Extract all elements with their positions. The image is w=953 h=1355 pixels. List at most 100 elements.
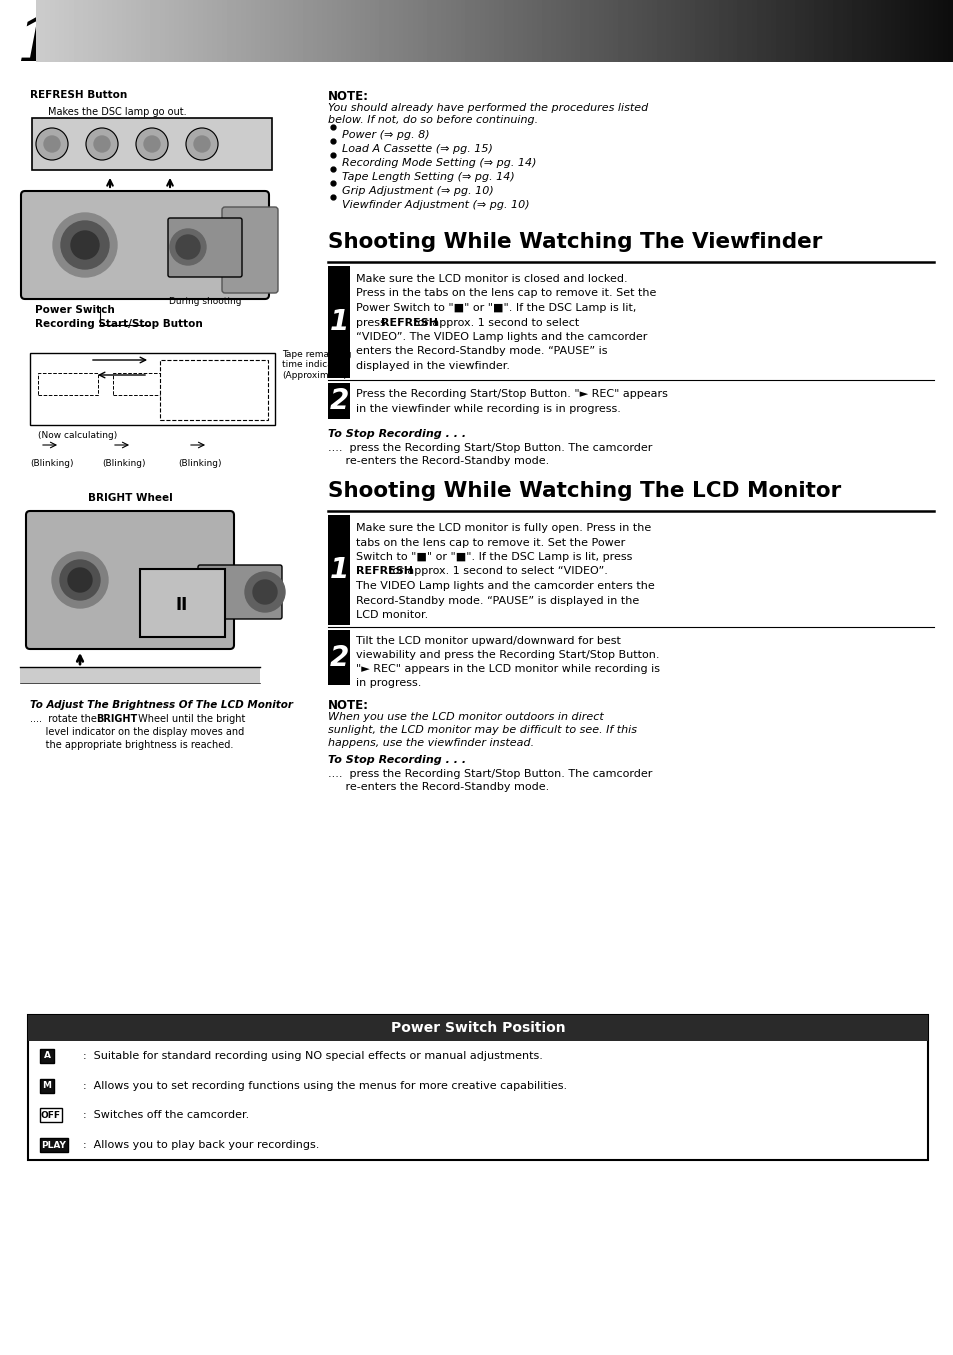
Text: Power Switch: Power Switch — [35, 305, 114, 314]
Bar — [40, 1138, 68, 1152]
Text: ....  rotate the: .... rotate the — [30, 714, 100, 724]
Text: Tilt the LCD monitor upward/downward for best: Tilt the LCD monitor upward/downward for… — [355, 635, 620, 646]
Text: PLAY: PLAY — [42, 1141, 67, 1149]
Bar — [140, 569, 225, 637]
Bar — [40, 1079, 54, 1092]
Text: sunlight, the LCD monitor may be difficult to see. If this: sunlight, the LCD monitor may be difficu… — [328, 725, 637, 734]
Text: in progress.: in progress. — [355, 678, 421, 688]
Text: Switch to "■" or "■". If the DSC Lamp is lit, press: Switch to "■" or "■". If the DSC Lamp is… — [355, 551, 632, 562]
Text: REFRESH Button: REFRESH Button — [30, 89, 127, 100]
Bar — [188, 373, 248, 396]
Text: (Blinking): (Blinking) — [102, 459, 146, 467]
Text: BRIGHT: BRIGHT — [96, 714, 137, 724]
Text: :  Switches off the camcorder.: : Switches off the camcorder. — [83, 1110, 249, 1121]
Text: To Adjust The Brightness Of The LCD Monitor: To Adjust The Brightness Of The LCD Moni… — [30, 701, 293, 710]
Circle shape — [94, 136, 110, 152]
Text: Press in the tabs on the lens cap to remove it. Set the: Press in the tabs on the lens cap to rem… — [355, 289, 656, 298]
Text: press: press — [355, 317, 389, 328]
Text: :  Allows you to play back your recordings.: : Allows you to play back your recording… — [83, 1140, 319, 1150]
Circle shape — [52, 551, 108, 608]
Text: REFRESH: REFRESH — [355, 566, 413, 576]
Text: happens, use the viewfinder instead.: happens, use the viewfinder instead. — [328, 738, 534, 748]
Text: You should already have performed the procedures listed: You should already have performed the pr… — [328, 103, 648, 112]
Circle shape — [136, 127, 168, 160]
Text: Shooting While Watching The LCD Monitor: Shooting While Watching The LCD Monitor — [328, 481, 841, 501]
Bar — [28, 1015, 927, 1160]
Text: re-enters the Record-Standby mode.: re-enters the Record-Standby mode. — [328, 457, 549, 466]
Bar — [32, 118, 272, 169]
Text: (Blinking): (Blinking) — [30, 459, 73, 467]
Text: REFRESH: REFRESH — [380, 317, 437, 328]
Bar — [112, 373, 172, 396]
Text: NOTE:: NOTE: — [328, 699, 369, 711]
FancyBboxPatch shape — [222, 207, 277, 293]
Circle shape — [170, 229, 206, 266]
Text: 2: 2 — [329, 388, 348, 415]
Circle shape — [175, 234, 200, 259]
Text: Make sure the LCD monitor is closed and locked.: Make sure the LCD monitor is closed and … — [355, 274, 627, 285]
Text: below. If not, do so before continuing.: below. If not, do so before continuing. — [328, 115, 537, 125]
Text: :  Suitable for standard recording using NO special effects or manual adjustment: : Suitable for standard recording using … — [83, 1051, 542, 1061]
Text: Grip Adjustment (⇒ pg. 10): Grip Adjustment (⇒ pg. 10) — [341, 186, 494, 196]
Bar — [328, 515, 350, 625]
Text: tabs on the lens cap to remove it. Set the Power: tabs on the lens cap to remove it. Set t… — [355, 538, 624, 547]
Bar — [40, 1049, 54, 1062]
Text: in the viewfinder while recording is in progress.: in the viewfinder while recording is in … — [355, 404, 620, 415]
Text: Power Switch to "■" or "■". If the DSC Lamp is lit,: Power Switch to "■" or "■". If the DSC L… — [355, 304, 636, 313]
FancyBboxPatch shape — [168, 218, 242, 276]
Bar — [328, 630, 350, 686]
Bar — [40, 1108, 62, 1122]
Circle shape — [36, 127, 68, 160]
Text: Power Switch Position: Power Switch Position — [391, 1022, 565, 1035]
Text: level indicator on the display moves and: level indicator on the display moves and — [30, 728, 244, 737]
Text: Power (⇒ pg. 8): Power (⇒ pg. 8) — [341, 130, 429, 140]
Text: Recording Start/Stop Button: Recording Start/Stop Button — [35, 318, 203, 329]
Text: “VIDEO”. The VIDEO Lamp lights and the camcorder: “VIDEO”. The VIDEO Lamp lights and the c… — [355, 332, 647, 341]
Text: The VIDEO Lamp lights and the camcorder enters the: The VIDEO Lamp lights and the camcorder … — [355, 581, 654, 591]
Text: Viewfinder Adjustment (⇒ pg. 10): Viewfinder Adjustment (⇒ pg. 10) — [341, 201, 529, 210]
Text: During shooting: During shooting — [169, 297, 241, 306]
Text: 2: 2 — [329, 644, 348, 672]
Circle shape — [44, 136, 60, 152]
Bar — [328, 383, 350, 419]
Text: Tape Length Setting (⇒ pg. 14): Tape Length Setting (⇒ pg. 14) — [341, 172, 515, 182]
Text: enters the Record-Standby mode. “PAUSE” is: enters the Record-Standby mode. “PAUSE” … — [355, 347, 607, 356]
Text: (Now calculating): (Now calculating) — [38, 431, 117, 440]
Text: OFF: OFF — [41, 1111, 61, 1119]
Text: 1: 1 — [329, 308, 348, 336]
Text: Wheel until the bright: Wheel until the bright — [135, 714, 245, 724]
Text: Make sure the LCD monitor is fully open. Press in the: Make sure the LCD monitor is fully open.… — [355, 523, 651, 533]
Text: To Stop Recording . . .: To Stop Recording . . . — [328, 430, 466, 439]
Text: the appropriate brightness is reached.: the appropriate brightness is reached. — [30, 740, 233, 751]
Text: ....  press the Recording Start/Stop Button. The camcorder: .... press the Recording Start/Stop Butt… — [328, 443, 652, 453]
Text: To Stop Recording . . .: To Stop Recording . . . — [328, 755, 466, 766]
Text: Recording Mode Setting (⇒ pg. 14): Recording Mode Setting (⇒ pg. 14) — [341, 159, 536, 168]
Bar — [38, 373, 98, 396]
Circle shape — [60, 560, 100, 600]
Text: displayed in the viewfinder.: displayed in the viewfinder. — [355, 360, 510, 371]
Text: viewability and press the Recording Start/Stop Button.: viewability and press the Recording Star… — [355, 650, 659, 660]
Text: ....  press the Recording Start/Stop Button. The camcorder: .... press the Recording Start/Stop Butt… — [328, 770, 652, 779]
Text: 1: 1 — [329, 556, 348, 584]
Text: Press the Recording Start/Stop Button. "► REC" appears: Press the Recording Start/Stop Button. "… — [355, 389, 667, 398]
Circle shape — [193, 136, 210, 152]
Text: Tape remaining
time indicator
(Approximate): Tape remaining time indicator (Approxima… — [282, 350, 351, 379]
Text: A: A — [44, 1051, 51, 1061]
Text: When you use the LCD monitor outdoors in direct: When you use the LCD monitor outdoors in… — [328, 711, 603, 722]
Text: for approx. 1 second to select “VIDEO”.: for approx. 1 second to select “VIDEO”. — [385, 566, 607, 576]
Text: LCD monitor.: LCD monitor. — [355, 610, 428, 621]
Circle shape — [53, 213, 117, 276]
Text: BRIGHT Wheel: BRIGHT Wheel — [88, 493, 172, 503]
Bar — [328, 266, 350, 378]
Circle shape — [144, 136, 160, 152]
Circle shape — [86, 127, 118, 160]
Bar — [20, 668, 260, 683]
Text: "► REC" appears in the LCD monitor while recording is: "► REC" appears in the LCD monitor while… — [355, 664, 659, 673]
Bar — [28, 1015, 927, 1041]
Text: Makes the DSC lamp go out.: Makes the DSC lamp go out. — [48, 107, 187, 117]
Bar — [160, 360, 268, 420]
Text: NOTE:: NOTE: — [328, 89, 369, 103]
Circle shape — [61, 221, 109, 270]
Circle shape — [245, 572, 285, 612]
Text: for approx. 1 second to select: for approx. 1 second to select — [410, 317, 578, 328]
